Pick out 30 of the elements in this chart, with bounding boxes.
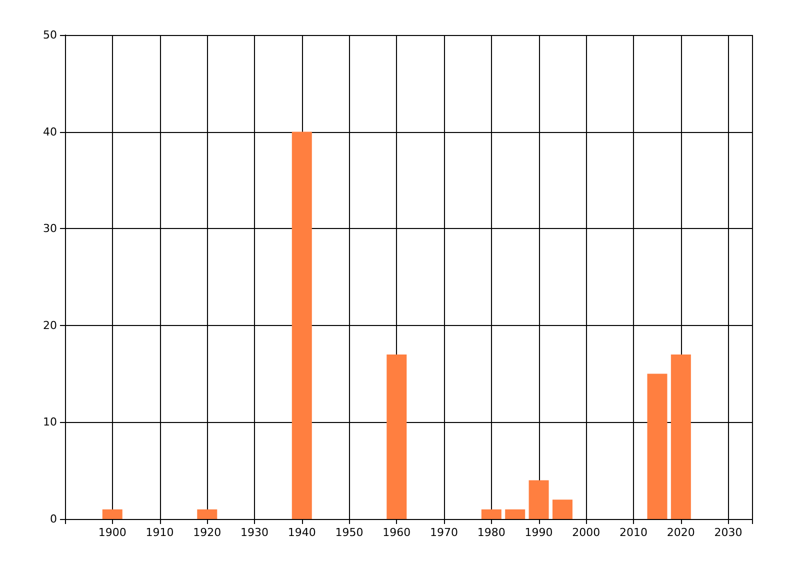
bar <box>197 509 218 519</box>
x-tick-label: 2010 <box>620 526 648 539</box>
x-tick-label: 2000 <box>572 526 600 539</box>
x-tick-label: 1920 <box>193 526 222 539</box>
x-tick-label: 1940 <box>288 526 316 539</box>
x-tick-label: 1970 <box>430 526 458 539</box>
x-tick-label: 1930 <box>240 526 269 539</box>
y-tick-label: 40 <box>43 125 57 138</box>
bar <box>102 509 122 519</box>
x-tick-label: 2020 <box>666 526 695 539</box>
bar <box>528 480 549 519</box>
x-tick-label: 1980 <box>477 526 506 539</box>
bar <box>481 509 502 519</box>
bar <box>552 500 572 519</box>
bar <box>292 132 312 519</box>
y-tick-label: 20 <box>43 318 57 332</box>
y-tick-label: 30 <box>43 222 57 236</box>
y-tick-label: 10 <box>43 416 57 429</box>
bar <box>505 509 526 519</box>
y-tick-label: 0 <box>50 512 57 526</box>
x-tick-label: 1990 <box>524 526 553 539</box>
bar <box>670 354 691 519</box>
bar <box>386 354 407 519</box>
x-tick-label: 2030 <box>714 526 742 539</box>
y-tick-label: 50 <box>43 28 57 42</box>
x-tick-label: 1900 <box>98 526 126 539</box>
x-tick-label: 1950 <box>335 526 364 539</box>
bar <box>647 374 668 519</box>
x-tick-label: 1960 <box>382 526 411 539</box>
x-tick-label: 1910 <box>146 526 174 539</box>
